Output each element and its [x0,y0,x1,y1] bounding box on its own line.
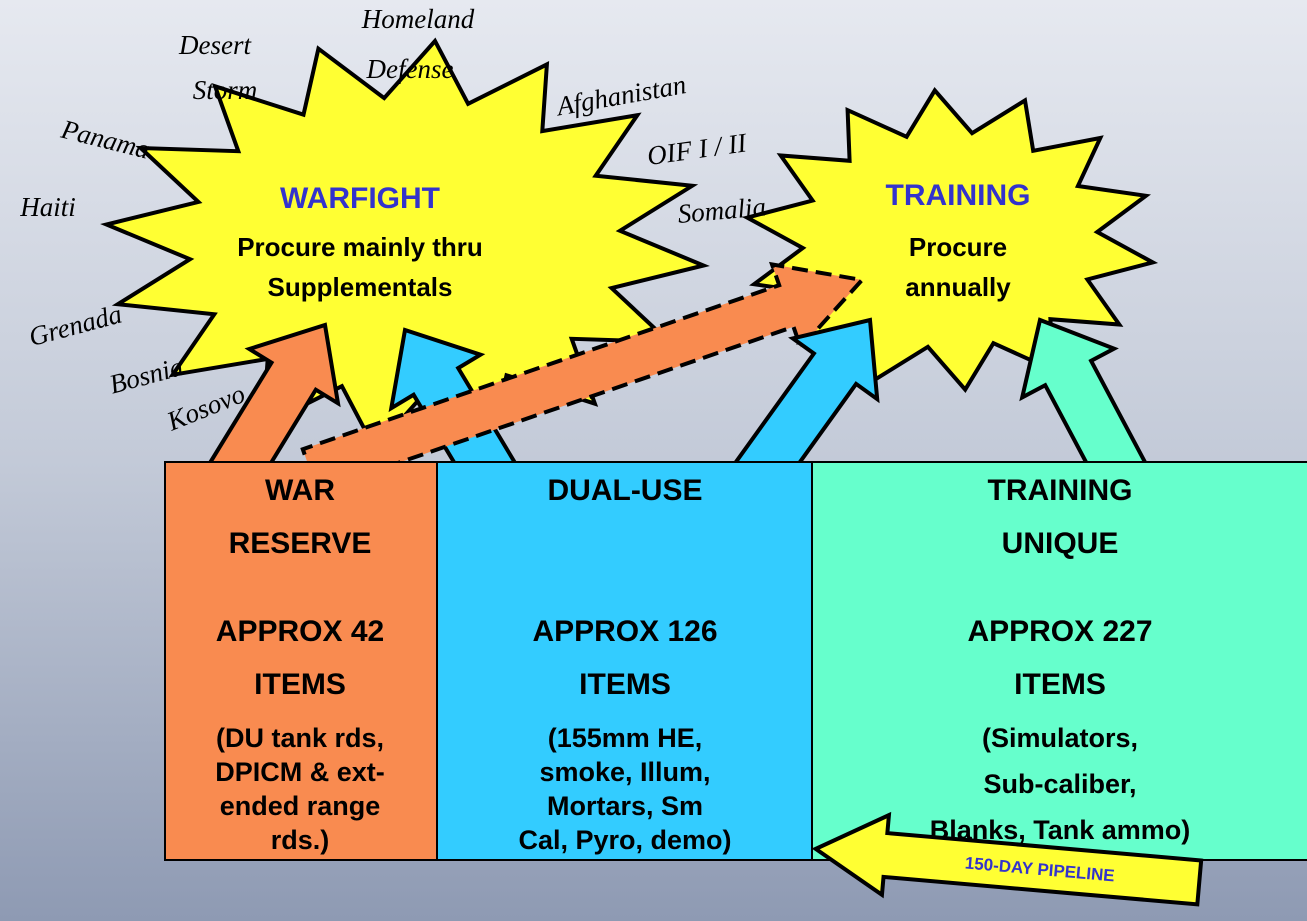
category-box [164,461,438,861]
category-box [811,461,1307,861]
box-examples: (DU tank rds, [216,723,384,753]
box-count: ITEMS [254,668,346,701]
operation-label: Haiti [19,192,76,222]
box-examples: (155mm HE, [548,723,703,753]
box-heading: WAR [265,474,335,507]
box-count: APPROX 42 [216,615,384,648]
operation-label: Homeland [361,4,475,34]
pipeline: 150-DAY PIPELINE [811,811,1204,907]
box-examples: smoke, Illum, [539,757,710,787]
box-examples: Mortars, Sm [547,791,703,821]
box-count: ITEMS [579,668,671,701]
box-examples: (Simulators, [982,723,1138,753]
box-examples: DPICM & ext- [215,757,385,787]
star-text: Procure mainly thru [237,232,483,262]
star-text: Procure [909,232,1007,262]
star-title: WARFIGHT [280,182,440,215]
box-count: APPROX 227 [967,615,1152,648]
box-examples: Cal, Pyro, demo) [518,825,731,855]
operation-label: Storm [193,75,258,105]
box-examples: rds.) [271,825,330,855]
box-heading: TRAINING [988,474,1133,507]
dashed-arrow [300,261,866,494]
arrow [205,322,341,497]
box-heading: RESERVE [229,527,372,560]
star-text: Supplementals [268,272,453,302]
box-count: APPROX 126 [532,615,717,648]
operation-label: Desert [178,30,252,60]
operation-label: Defense [366,54,454,84]
box-count: ITEMS [1014,668,1106,701]
box-heading: DUAL-USE [548,474,703,507]
star-title: TRAINING [886,179,1031,212]
box-examples: ended range [220,791,381,821]
training-star [741,87,1159,393]
box-examples: Sub-caliber, [983,769,1136,799]
arrow [731,317,880,498]
category-box [436,461,813,861]
star-text: annually [905,272,1011,302]
box-heading: UNIQUE [1002,527,1119,560]
pipeline-arrow [811,811,1204,907]
